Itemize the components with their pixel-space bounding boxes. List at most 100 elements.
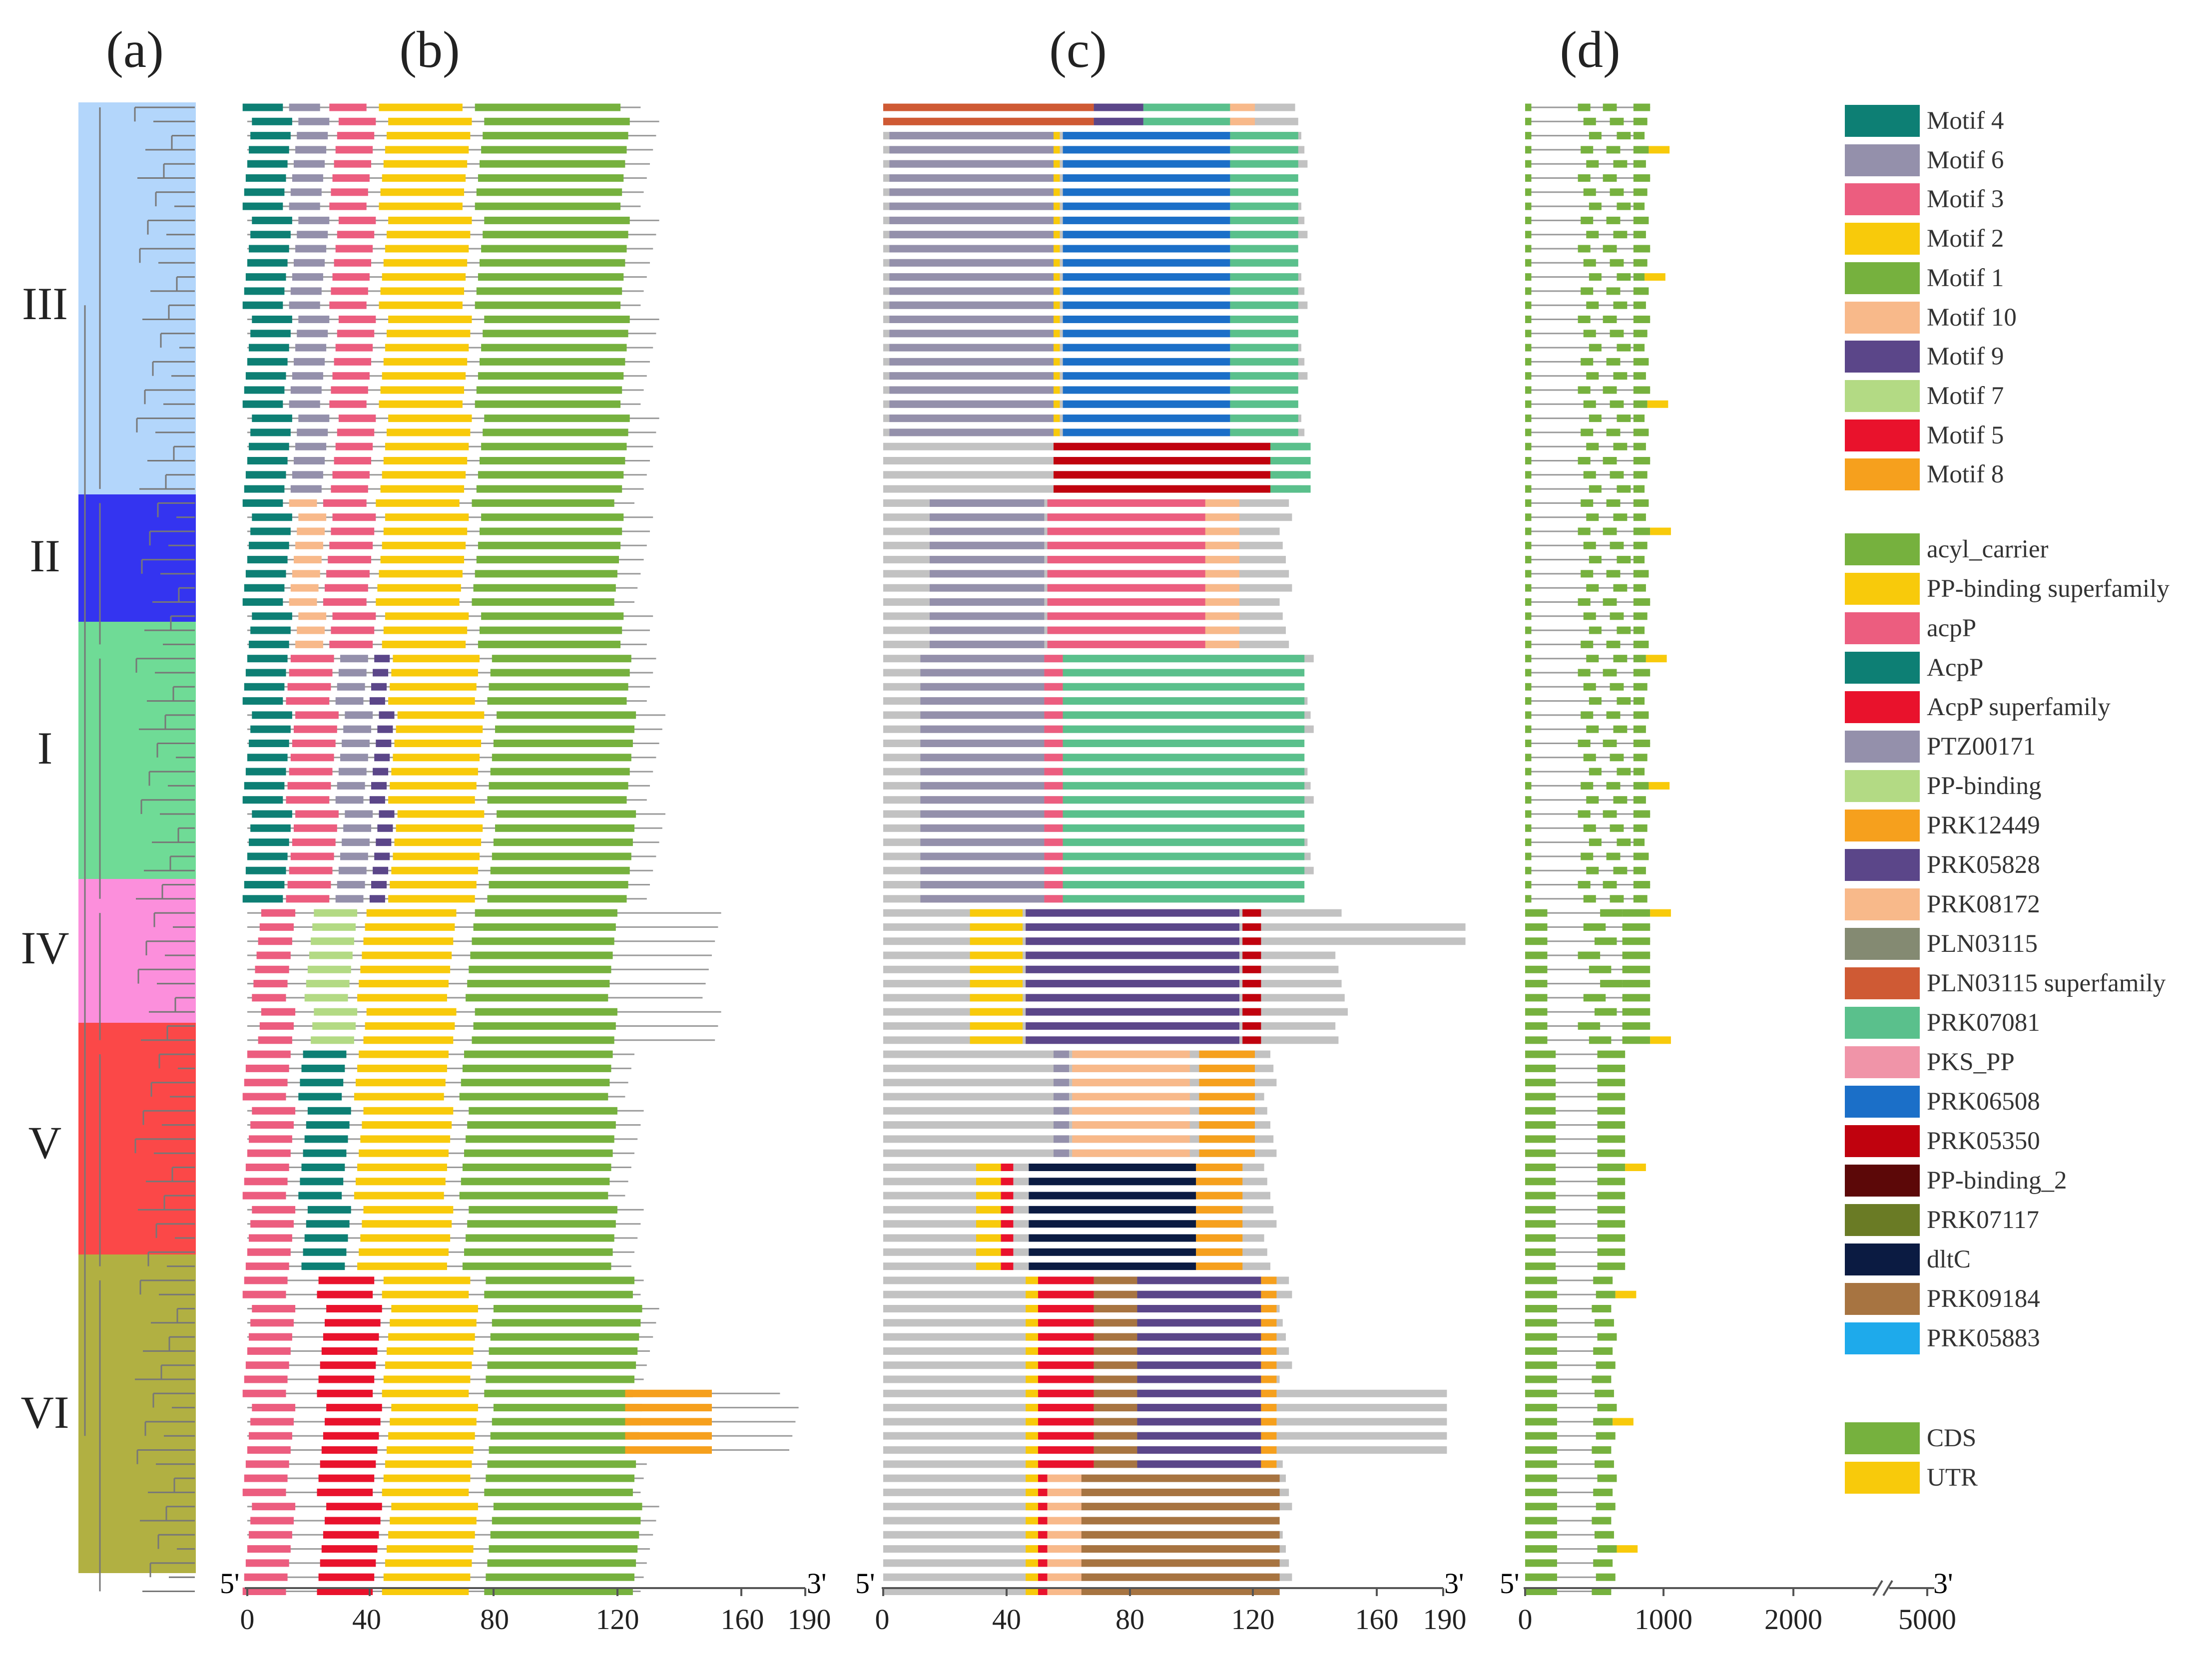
motif-box: [247, 852, 288, 860]
motif-box: [290, 386, 322, 394]
motif-box: [475, 909, 617, 917]
motif-box: [459, 1192, 608, 1200]
motif-box: [397, 810, 485, 818]
motif-box: [363, 937, 454, 945]
motif-box: [493, 1503, 642, 1511]
cds-box: [1633, 796, 1646, 804]
motif-box: [394, 838, 482, 846]
domain-box: [920, 669, 1045, 677]
domain-box: [889, 386, 1054, 394]
motif-box: [331, 188, 368, 196]
domain-box: [1063, 273, 1230, 281]
motif-box: [383, 626, 468, 634]
axis-d-break-1: [1872, 1580, 1883, 1597]
cds-box: [1525, 358, 1532, 366]
motif-box: [476, 188, 622, 196]
motif-box: [481, 245, 627, 253]
motif-box: [363, 1036, 454, 1044]
motif-box: [383, 1375, 471, 1383]
clade-label-VI: VI: [20, 1387, 69, 1438]
domain-box: [1044, 669, 1063, 677]
cds-box: [1613, 442, 1628, 450]
legend-swatch: [1845, 341, 1920, 373]
motif-box: [380, 485, 464, 493]
cds-box: [1589, 344, 1602, 352]
domain-box: [1242, 951, 1261, 959]
domain-box: [976, 1234, 1001, 1242]
domain-box: [920, 838, 1045, 846]
cds-box: [1633, 259, 1648, 267]
cds-box: [1633, 245, 1651, 253]
motif-box: [295, 442, 327, 450]
domain-box: [1230, 117, 1255, 125]
motif-box: [323, 499, 367, 507]
motif-box: [242, 1389, 286, 1397]
motif-box: [391, 1305, 478, 1312]
legend-label: Motif 5: [1927, 421, 2004, 449]
tick-label-c-40: 40: [992, 1603, 1021, 1636]
domain-box: [1063, 301, 1230, 309]
cds-box: [1633, 358, 1649, 366]
domain-box: [1063, 386, 1230, 394]
domain-box: [1038, 1347, 1094, 1355]
axis-d-break-2: [1882, 1580, 1893, 1597]
motif-box: [290, 188, 322, 196]
cds-box: [1525, 584, 1532, 592]
motif-box: [298, 415, 330, 422]
legend-label: dltC: [1927, 1245, 1971, 1273]
cds-box: [1633, 160, 1646, 168]
legend-label: Motif 2: [1927, 225, 2004, 253]
cds-box: [1581, 428, 1594, 436]
cds-box: [1525, 1008, 1548, 1016]
domain-box: [1137, 1276, 1261, 1284]
legend-swatch: [1845, 928, 1920, 960]
motif-box: [390, 1517, 477, 1525]
cds-box: [1525, 485, 1532, 493]
cds-box: [1525, 428, 1532, 436]
motif-box: [391, 866, 478, 874]
domain-box: [1196, 1178, 1243, 1186]
motif-box: [461, 1178, 610, 1186]
motif-box: [486, 1276, 634, 1284]
domain-box: [1038, 1531, 1048, 1539]
motif-box: [258, 937, 292, 945]
domain-box: [1205, 598, 1239, 606]
motif-box: [306, 1121, 350, 1129]
cds-box: [1603, 598, 1617, 606]
cds-box: [1525, 1079, 1556, 1087]
motif-box: [388, 895, 475, 903]
motif-box: [249, 640, 289, 648]
motif-box: [478, 273, 624, 281]
cds-box: [1525, 415, 1532, 422]
cds-box: [1597, 1262, 1626, 1270]
legend-label: PRK07081: [1927, 1009, 2040, 1037]
motif-box: [374, 852, 390, 860]
motif-box: [342, 838, 370, 846]
legend-item: Motif 1: [1845, 262, 2004, 294]
utr-box: [1650, 1036, 1671, 1044]
motif-box: [462, 1164, 611, 1171]
domain-box: [1038, 1305, 1094, 1312]
motif-box: [489, 881, 628, 888]
cds-box: [1596, 1361, 1616, 1369]
motif-box: [292, 372, 323, 380]
motif-box: [252, 1404, 296, 1412]
motif-box: [493, 1305, 642, 1312]
motif-box: [490, 1432, 639, 1440]
domain-box: [1063, 146, 1230, 154]
domain-box: [1054, 330, 1060, 338]
motif-box: [244, 683, 285, 691]
motif-box: [317, 1290, 373, 1298]
motif-box: [250, 132, 291, 140]
domain-box: [1063, 810, 1305, 818]
domain-box: [1196, 1206, 1243, 1214]
cds-box: [1613, 231, 1628, 239]
cds-box: [1633, 103, 1651, 111]
legend-swatch: [1845, 1165, 1920, 1197]
motif-box: [385, 344, 469, 352]
domain-box: [1081, 1545, 1280, 1553]
cds-box: [1583, 259, 1596, 267]
panel-label-a: (a): [106, 21, 164, 78]
cds-box: [1525, 1050, 1556, 1058]
domain-box: [970, 1008, 1023, 1016]
